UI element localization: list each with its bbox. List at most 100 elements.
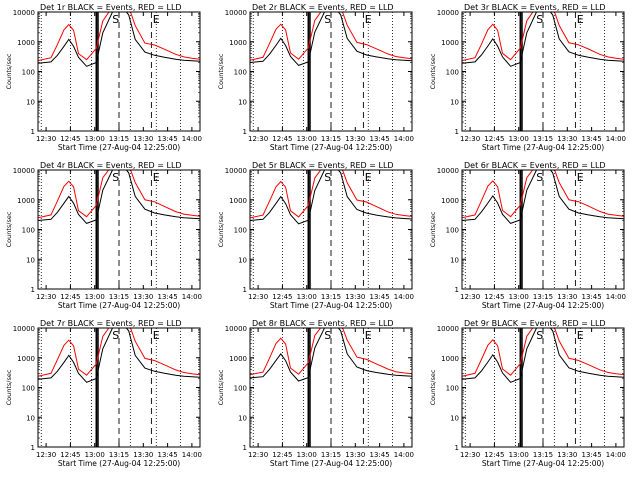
- x-tick-label: 13:00: [85, 135, 105, 143]
- marker-label-e: E: [577, 13, 584, 26]
- series-line-lld: [250, 12, 412, 61]
- y-axis-label: Counts/sec: [217, 211, 225, 247]
- y-tick-label: 10: [238, 256, 247, 264]
- series-line-lld: [462, 170, 624, 219]
- marker-label-s: S: [112, 329, 119, 342]
- x-tick-label: 12:45: [484, 293, 504, 301]
- y-tick-label: 10: [450, 98, 459, 106]
- y-tick-label: 10000: [13, 325, 35, 333]
- chart-panel-7: Det 7r BLACK = Events, RED = LLD 1 10 100 10…: [5, 319, 202, 468]
- chart-panel-3: Det 3r BLACK = Events, RED = LLD 1 10 100 10…: [429, 3, 626, 152]
- x-tick-label: 12:45: [484, 451, 504, 459]
- marker-label-s: S: [324, 171, 331, 184]
- y-tick-label: 1: [455, 286, 459, 294]
- y-tick-label: 10000: [13, 167, 35, 175]
- x-axis-label: Start Time (27-Aug-04 12:25:00): [482, 459, 604, 468]
- chart-title: Det 6r BLACK = Events, RED = LLD: [464, 161, 606, 170]
- x-tick-label: 13:00: [509, 293, 529, 301]
- chart-title: Det 4r BLACK = Events, RED = LLD: [40, 161, 182, 170]
- y-axis-label: Counts/sec: [217, 369, 225, 405]
- y-tick-label: 10: [26, 256, 35, 264]
- plot-frame: [249, 327, 413, 448]
- y-axis-label: Counts/sec: [5, 369, 13, 405]
- y-tick-label: 10000: [225, 167, 247, 175]
- plot-frame: [37, 327, 201, 448]
- x-tick-label: 13:00: [297, 451, 317, 459]
- y-tick-label: 100: [22, 385, 35, 393]
- y-tick-label: 100: [446, 385, 459, 393]
- y-tick-label: 10000: [225, 9, 247, 17]
- x-tick-label: 13:00: [297, 293, 317, 301]
- x-tick-label: 14:00: [182, 293, 202, 301]
- y-tick-label: 1000: [441, 197, 459, 205]
- x-tick-label: 13:45: [370, 451, 390, 459]
- x-tick-label: 13:00: [509, 135, 529, 143]
- series-line-events: [250, 170, 412, 225]
- y-tick-label: 100: [234, 227, 247, 235]
- x-tick-label: 13:00: [509, 451, 529, 459]
- x-tick-label: 13:15: [533, 135, 553, 143]
- y-tick-label: 1: [31, 128, 35, 136]
- x-tick-label: 12:45: [272, 293, 292, 301]
- y-tick-label: 10: [26, 98, 35, 106]
- y-tick-label: 10000: [437, 325, 459, 333]
- x-tick-label: 13:15: [109, 135, 129, 143]
- x-tick-label: 13:45: [158, 135, 178, 143]
- plot-frame: [37, 11, 201, 132]
- x-tick-label: 13:45: [158, 451, 178, 459]
- x-tick-label: 12:30: [36, 293, 56, 301]
- marker-label-s: S: [536, 171, 543, 184]
- y-tick-label: 1000: [229, 197, 247, 205]
- chart-title: Det 8r BLACK = Events, RED = LLD: [252, 319, 394, 328]
- marker-label-e: E: [153, 171, 160, 184]
- chart-title: Det 7r BLACK = Events, RED = LLD: [40, 319, 182, 328]
- series-line-lld: [250, 328, 412, 376]
- x-axis-label: Start Time (27-Aug-04 12:25:00): [482, 143, 604, 152]
- x-tick-label: 12:30: [36, 135, 56, 143]
- x-tick-label: 13:15: [109, 451, 129, 459]
- y-tick-label: 100: [446, 69, 459, 77]
- chart-title: Det 9r BLACK = Events, RED = LLD: [464, 319, 606, 328]
- chart-panel-2: Det 2r BLACK = Events, RED = LLD 1 10 100 10…: [217, 3, 414, 152]
- marker-label-s: S: [324, 329, 331, 342]
- x-tick-label: 13:30: [133, 135, 153, 143]
- x-tick-label: 13:45: [582, 293, 602, 301]
- y-tick-label: 1000: [441, 355, 459, 363]
- series-line-lld: [38, 170, 200, 219]
- y-tick-label: 1000: [441, 39, 459, 47]
- x-tick-label: 13:15: [321, 451, 341, 459]
- marker-label-s: S: [112, 13, 119, 26]
- x-tick-label: 12:30: [460, 451, 480, 459]
- y-tick-label: 100: [446, 227, 459, 235]
- y-tick-label: 1: [243, 444, 247, 452]
- y-tick-label: 1: [31, 444, 35, 452]
- plot-frame: [37, 169, 201, 290]
- y-tick-label: 1000: [17, 197, 35, 205]
- y-axis-label: Counts/sec: [429, 53, 437, 89]
- series-line-events: [462, 170, 624, 224]
- x-tick-label: 13:45: [158, 293, 178, 301]
- y-tick-label: 1: [31, 286, 35, 294]
- x-tick-label: 12:45: [484, 135, 504, 143]
- x-tick-label: 12:30: [460, 135, 480, 143]
- x-tick-label: 13:30: [557, 293, 577, 301]
- y-axis-label: Counts/sec: [429, 369, 437, 405]
- y-tick-label: 100: [22, 69, 35, 77]
- x-tick-label: 12:45: [272, 135, 292, 143]
- x-tick-label: 12:45: [272, 451, 292, 459]
- plot-frame: [249, 11, 413, 132]
- x-tick-label: 12:30: [248, 293, 268, 301]
- marker-label-e: E: [577, 171, 584, 184]
- marker-label-e: E: [365, 171, 372, 184]
- x-tick-label: 12:30: [460, 293, 480, 301]
- y-tick-label: 1: [455, 444, 459, 452]
- x-tick-label: 13:45: [582, 135, 602, 143]
- y-tick-label: 100: [234, 385, 247, 393]
- y-tick-label: 10: [238, 414, 247, 422]
- y-tick-label: 1: [243, 128, 247, 136]
- chart-panel-5: Det 5r BLACK = Events, RED = LLD 1 10 100 10…: [217, 161, 414, 310]
- x-tick-label: 14:00: [182, 451, 202, 459]
- x-tick-label: 14:00: [394, 135, 414, 143]
- chart-panel-9: Det 9r BLACK = Events, RED = LLD 1 10 100 10…: [429, 319, 626, 468]
- y-axis-label: Counts/sec: [217, 53, 225, 89]
